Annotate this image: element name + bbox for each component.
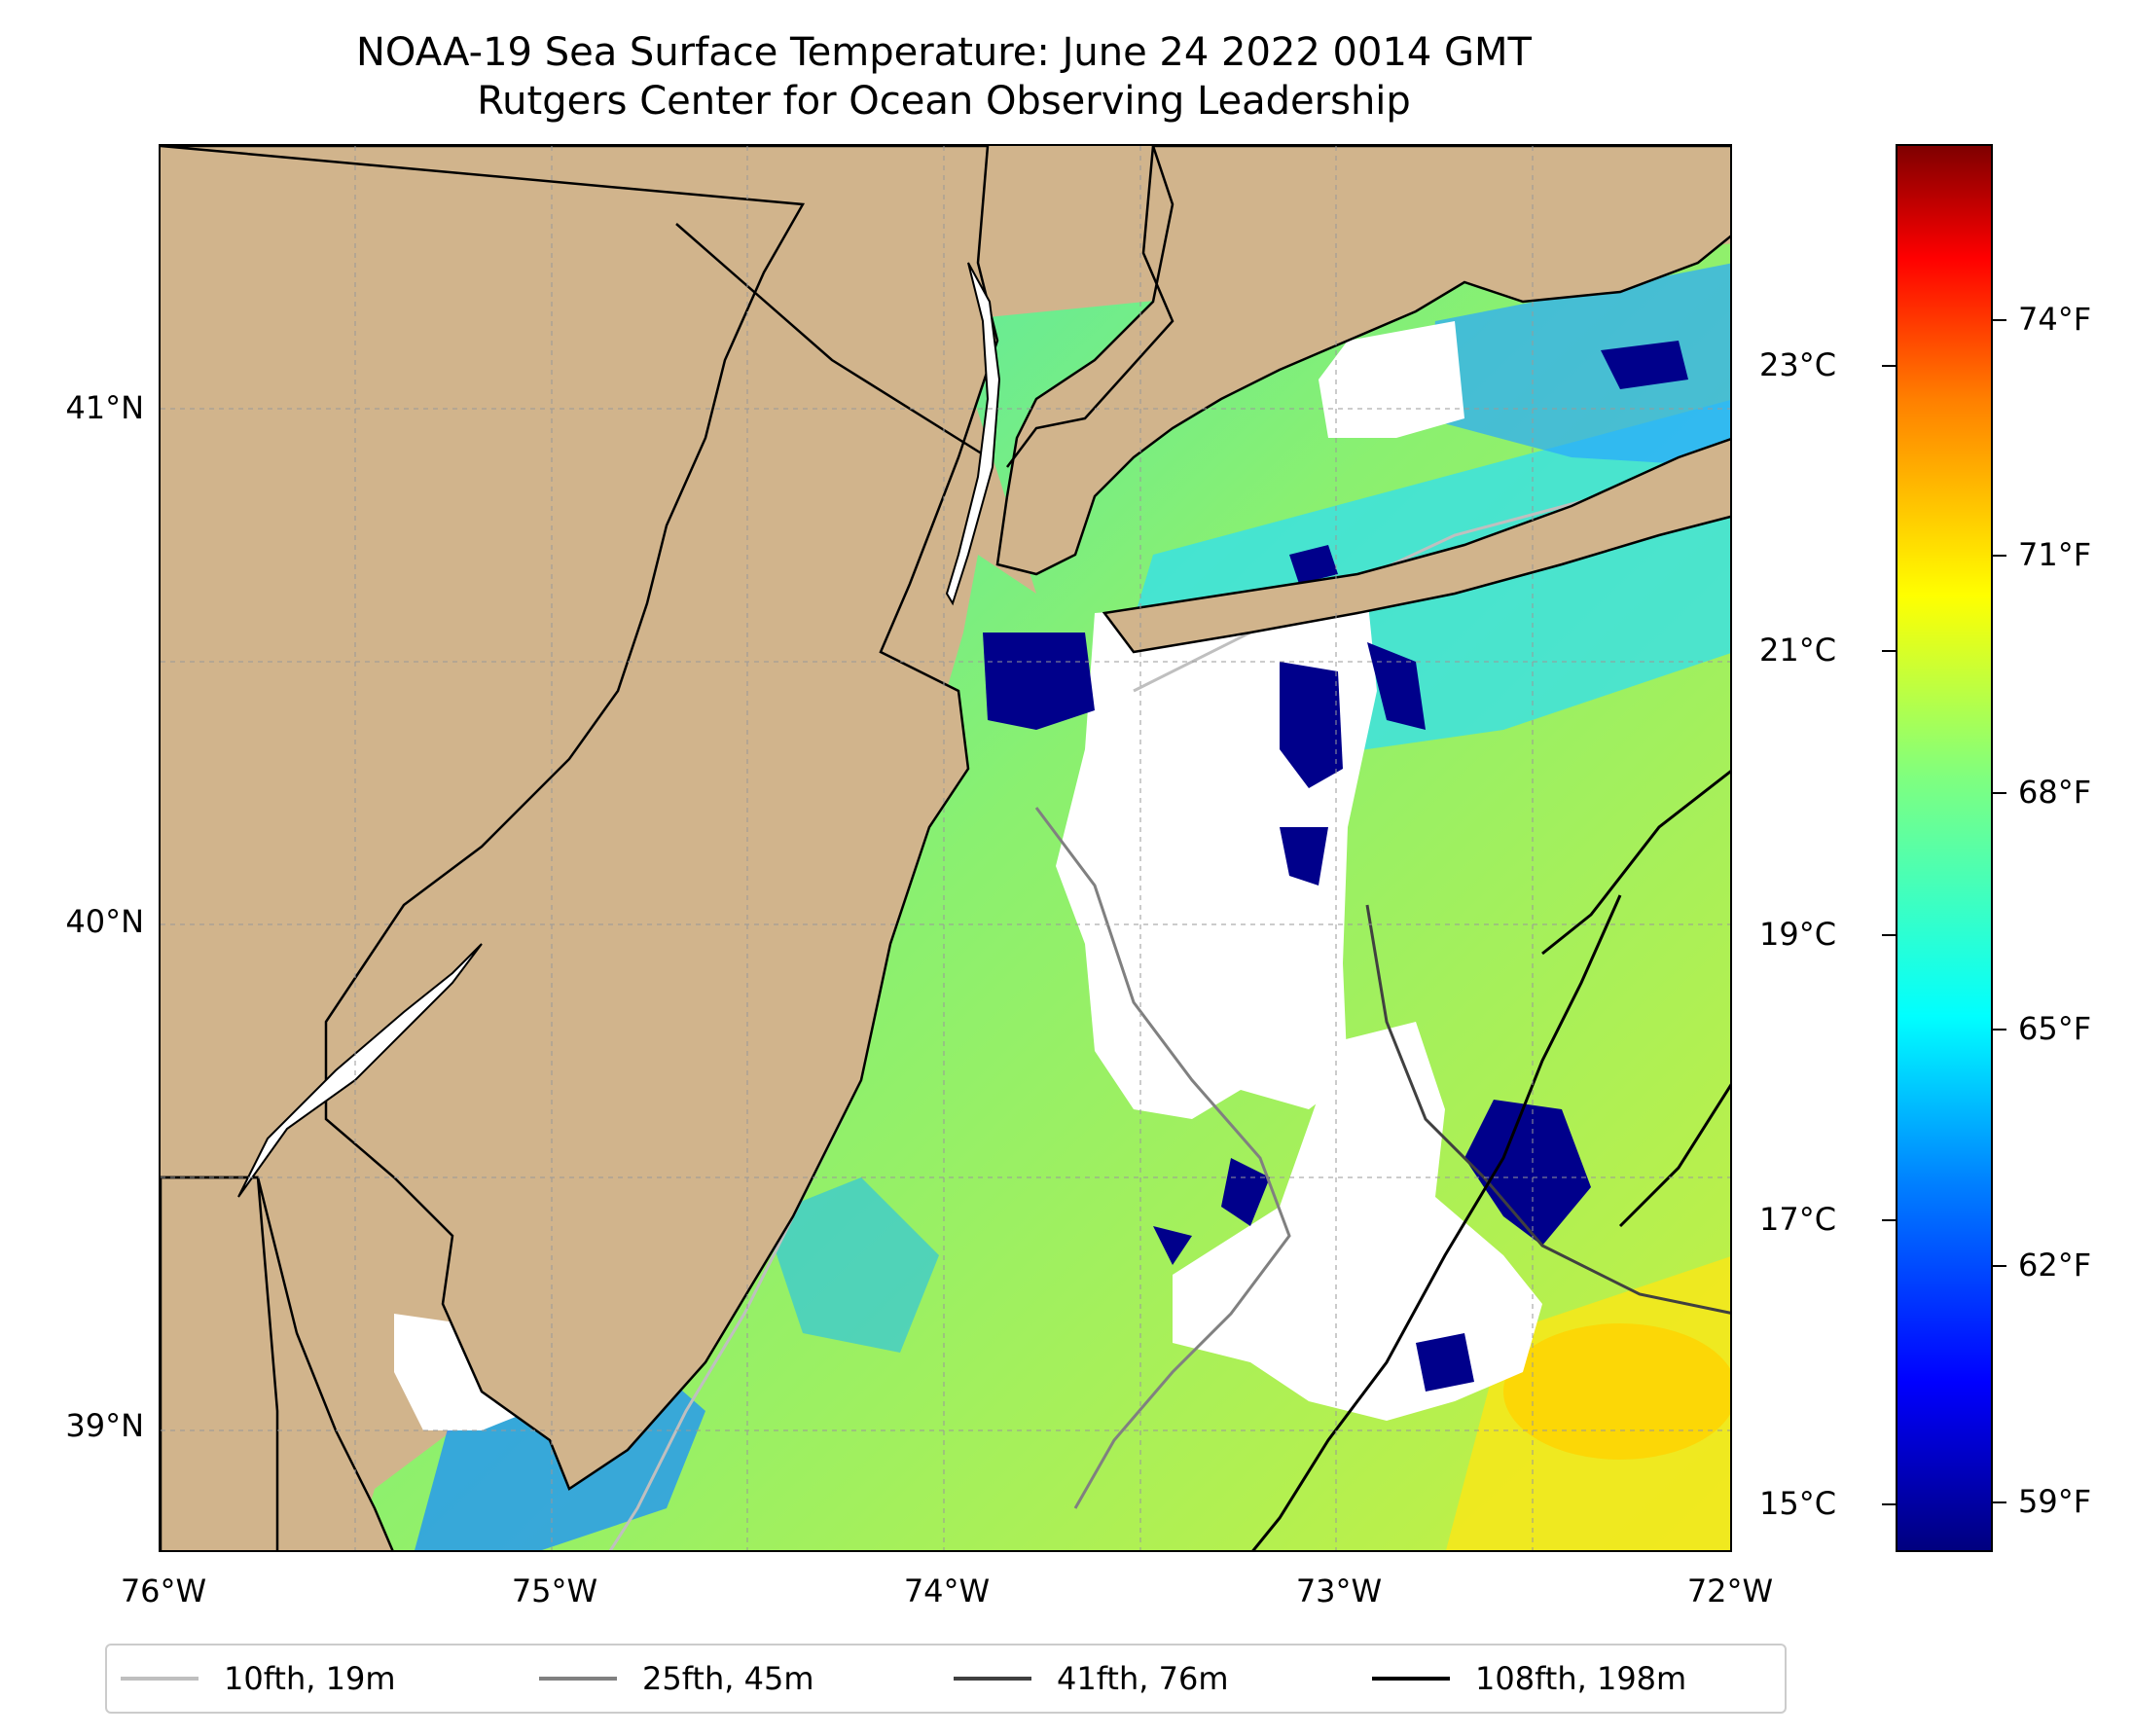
y-tick-label: 40°N xyxy=(65,903,144,940)
cold-water-patches xyxy=(983,341,1688,1392)
colorbar-tick xyxy=(1993,1501,2006,1503)
colorbar-tick xyxy=(1882,934,1896,936)
x-tick-label: 75°W xyxy=(511,1573,598,1609)
no-data-region xyxy=(1173,1022,1542,1421)
colorbar-tick xyxy=(1993,1265,2006,1267)
legend-item: 41fth, 76m xyxy=(954,1646,1228,1712)
colorbar-tick xyxy=(1993,1029,2006,1031)
legend-line-swatch xyxy=(121,1677,199,1681)
y-tick-label: 41°N xyxy=(65,389,144,426)
cool-water-band xyxy=(1426,263,1730,467)
fahrenheit-label: 65°F xyxy=(2018,1010,2092,1047)
fahrenheit-label: 59°F xyxy=(2018,1483,2092,1520)
hudson-river xyxy=(945,262,1001,606)
bathymetry-legend: 10fth, 19m 25fth, 45m 41fth, 76m 108fth,… xyxy=(105,1644,1787,1714)
legend-item: 10fth, 19m xyxy=(121,1646,395,1712)
legend-label: 10fth, 19m xyxy=(224,1660,396,1697)
colorbar-tick xyxy=(1882,1219,1896,1221)
colorbar-tick xyxy=(1882,1503,1896,1505)
celsius-label: 17°C xyxy=(1759,1201,1837,1238)
cool-water-band xyxy=(764,1177,939,1353)
temperature-colorbar xyxy=(1896,144,1993,1552)
fahrenheit-label: 71°F xyxy=(2018,536,2092,573)
sst-map xyxy=(159,144,1732,1552)
fahrenheit-label: 68°F xyxy=(2018,774,2092,811)
fahrenheit-label: 74°F xyxy=(2018,301,2092,338)
y-tick-label: 39°N xyxy=(65,1407,144,1444)
graticule xyxy=(161,146,1730,1550)
colorbar-tick xyxy=(1882,365,1896,367)
colorbar-tick xyxy=(1993,319,2006,321)
legend-line-swatch xyxy=(539,1677,617,1681)
map-title: NOAA-19 Sea Surface Temperature: June 24… xyxy=(355,30,1532,75)
legend-line-swatch xyxy=(954,1677,1031,1681)
fahrenheit-label: 62°F xyxy=(2018,1247,2092,1284)
sst-map-canvas xyxy=(161,146,1730,1550)
land-masses xyxy=(161,146,1730,1550)
colorbar-tick xyxy=(1882,650,1896,652)
celsius-label: 15°C xyxy=(1759,1485,1837,1522)
legend-item: 108fth, 198m xyxy=(1372,1646,1686,1712)
x-tick-label: 76°W xyxy=(120,1573,207,1609)
legend-line-swatch xyxy=(1372,1677,1450,1681)
colorbar-tick xyxy=(1993,555,2006,557)
celsius-label: 19°C xyxy=(1759,916,1837,953)
colorbar-tick xyxy=(1993,792,2006,794)
warm-water-patch xyxy=(1503,1323,1730,1460)
legend-item: 25fth, 45m xyxy=(539,1646,813,1712)
x-tick-label: 74°W xyxy=(903,1573,991,1609)
celsius-label: 21°C xyxy=(1759,632,1837,669)
legend-label: 25fth, 45m xyxy=(642,1660,814,1697)
legend-label: 108fth, 198m xyxy=(1475,1660,1687,1697)
x-tick-label: 72°W xyxy=(1686,1573,1774,1609)
x-tick-label: 73°W xyxy=(1295,1573,1383,1609)
legend-label: 41fth, 76m xyxy=(1057,1660,1229,1697)
delaware-river xyxy=(237,943,483,1198)
map-subtitle: Rutgers Center for Ocean Observing Leade… xyxy=(477,79,1411,124)
celsius-label: 23°C xyxy=(1759,346,1837,383)
